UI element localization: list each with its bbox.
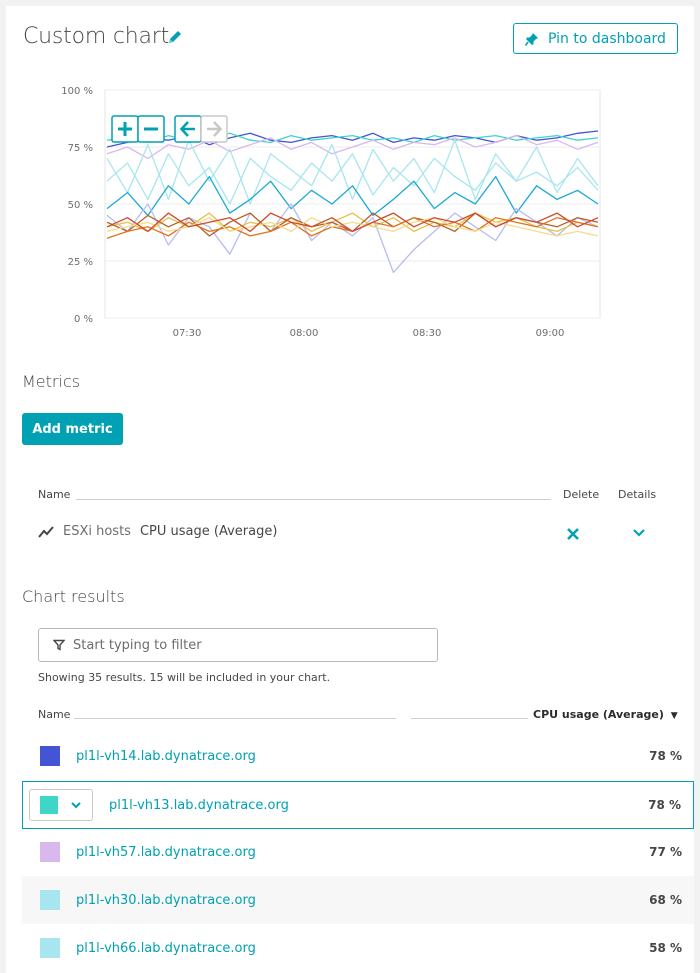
host-link[interactable]: pl1l-vh66.lab.dynatrace.org (76, 940, 256, 956)
filter-icon (53, 639, 65, 651)
cpu-value: 78 % (648, 798, 681, 812)
x-tick-label: 07:30 (173, 328, 202, 339)
zoom-in-button[interactable] (111, 115, 139, 143)
y-tick-label: 75 % (68, 143, 93, 154)
host-link[interactable]: pl1l-vh30.lab.dynatrace.org (76, 892, 256, 908)
metric-entity: ESXi hosts (63, 524, 131, 539)
page-title: Custom chart (23, 24, 170, 49)
series-line-6[interactable] (106, 175, 599, 217)
series-color-swatch[interactable] (40, 890, 60, 910)
custom-chart-card: Custom chart Pin to dashboard 100 % 75 % 5… (6, 6, 694, 973)
results-col-name: Name (38, 708, 71, 721)
divider (411, 718, 528, 719)
results-col-metric-sort[interactable]: CPU usage (Average) ▼ (533, 708, 678, 721)
filter-placeholder: Start typing to filter (73, 637, 202, 653)
series-color-dropdown[interactable] (29, 789, 93, 821)
x-tick-label: 08:30 (413, 328, 442, 339)
metrics-col-details: Details (618, 488, 657, 501)
x-tick-label: 09:00 (536, 328, 565, 339)
y-tick-label: 0 % (74, 314, 93, 325)
series-color-swatch (40, 796, 58, 814)
x-tick-label: 08:00 (290, 328, 319, 339)
results-count: Showing 35 results. 15 will be included … (38, 671, 331, 684)
metrics-col-delete: Delete (563, 488, 600, 501)
host-link[interactable]: pl1l-vh13.lab.dynatrace.org (109, 797, 289, 813)
divider (76, 499, 551, 500)
cpu-value: 78 % (649, 749, 682, 763)
pencil-icon[interactable] (166, 28, 184, 46)
add-metric-button[interactable]: Add metric (22, 413, 123, 445)
series-color-swatch[interactable] (40, 842, 60, 862)
back-button[interactable] (174, 115, 202, 143)
y-tick-label: 25 % (68, 257, 93, 268)
table-row[interactable]: pl1l-vh57.lab.dynatrace.org 77 % (22, 828, 694, 876)
table-row[interactable]: pl1l-vh30.lab.dynatrace.org 68 % (22, 876, 694, 924)
series-color-swatch[interactable] (40, 746, 60, 766)
line-chart-icon (38, 525, 54, 538)
series-color-swatch[interactable] (40, 938, 60, 958)
zoom-controls (111, 115, 228, 143)
pin-to-dashboard-button[interactable]: Pin to dashboard (513, 23, 678, 54)
metric-row: ESXi hosts CPU usage (Average) (38, 524, 277, 539)
filter-input[interactable]: Start typing to filter (38, 628, 438, 662)
cpu-value: 77 % (649, 845, 682, 859)
table-row[interactable]: pl1l-vh14.lab.dynatrace.org 78 % (22, 732, 694, 780)
y-tick-label: 100 % (61, 86, 93, 97)
cpu-usage-chart[interactable]: 100 % 75 % 50 % 25 % 0 % 07:30 08:00 08:30 09:0… (6, 76, 694, 356)
forward-button[interactable] (200, 115, 228, 143)
series-line-12[interactable] (106, 212, 599, 233)
table-row-selected[interactable]: pl1l-vh13.lab.dynatrace.org 78 % (22, 781, 694, 829)
metrics-heading: Metrics (22, 372, 81, 391)
host-link[interactable]: pl1l-vh14.lab.dynatrace.org (76, 748, 256, 764)
results-col-metric: CPU usage (Average) (533, 708, 664, 721)
series-line-5[interactable] (106, 153, 599, 205)
metric-name: CPU usage (Average) (139, 524, 278, 539)
cpu-value: 68 % (649, 893, 682, 907)
metrics-col-name: Name (38, 488, 71, 501)
table-row[interactable]: pl1l-vh66.lab.dynatrace.org 58 % (22, 924, 694, 972)
pin-icon (525, 32, 539, 46)
divider (74, 718, 396, 719)
chevron-down-icon[interactable] (632, 527, 646, 539)
cpu-value: 58 % (649, 941, 682, 955)
zoom-out-button[interactable] (137, 115, 165, 143)
delete-icon[interactable] (566, 527, 580, 541)
chevron-down-icon (71, 802, 81, 809)
host-link[interactable]: pl1l-vh57.lab.dynatrace.org (76, 844, 256, 860)
pin-button-label: Pin to dashboard (548, 30, 666, 47)
series-line-3[interactable] (106, 134, 599, 160)
chart-results-heading: Chart results (22, 587, 125, 606)
y-tick-label: 50 % (68, 200, 93, 211)
sort-desc-icon: ▼ (670, 711, 678, 721)
